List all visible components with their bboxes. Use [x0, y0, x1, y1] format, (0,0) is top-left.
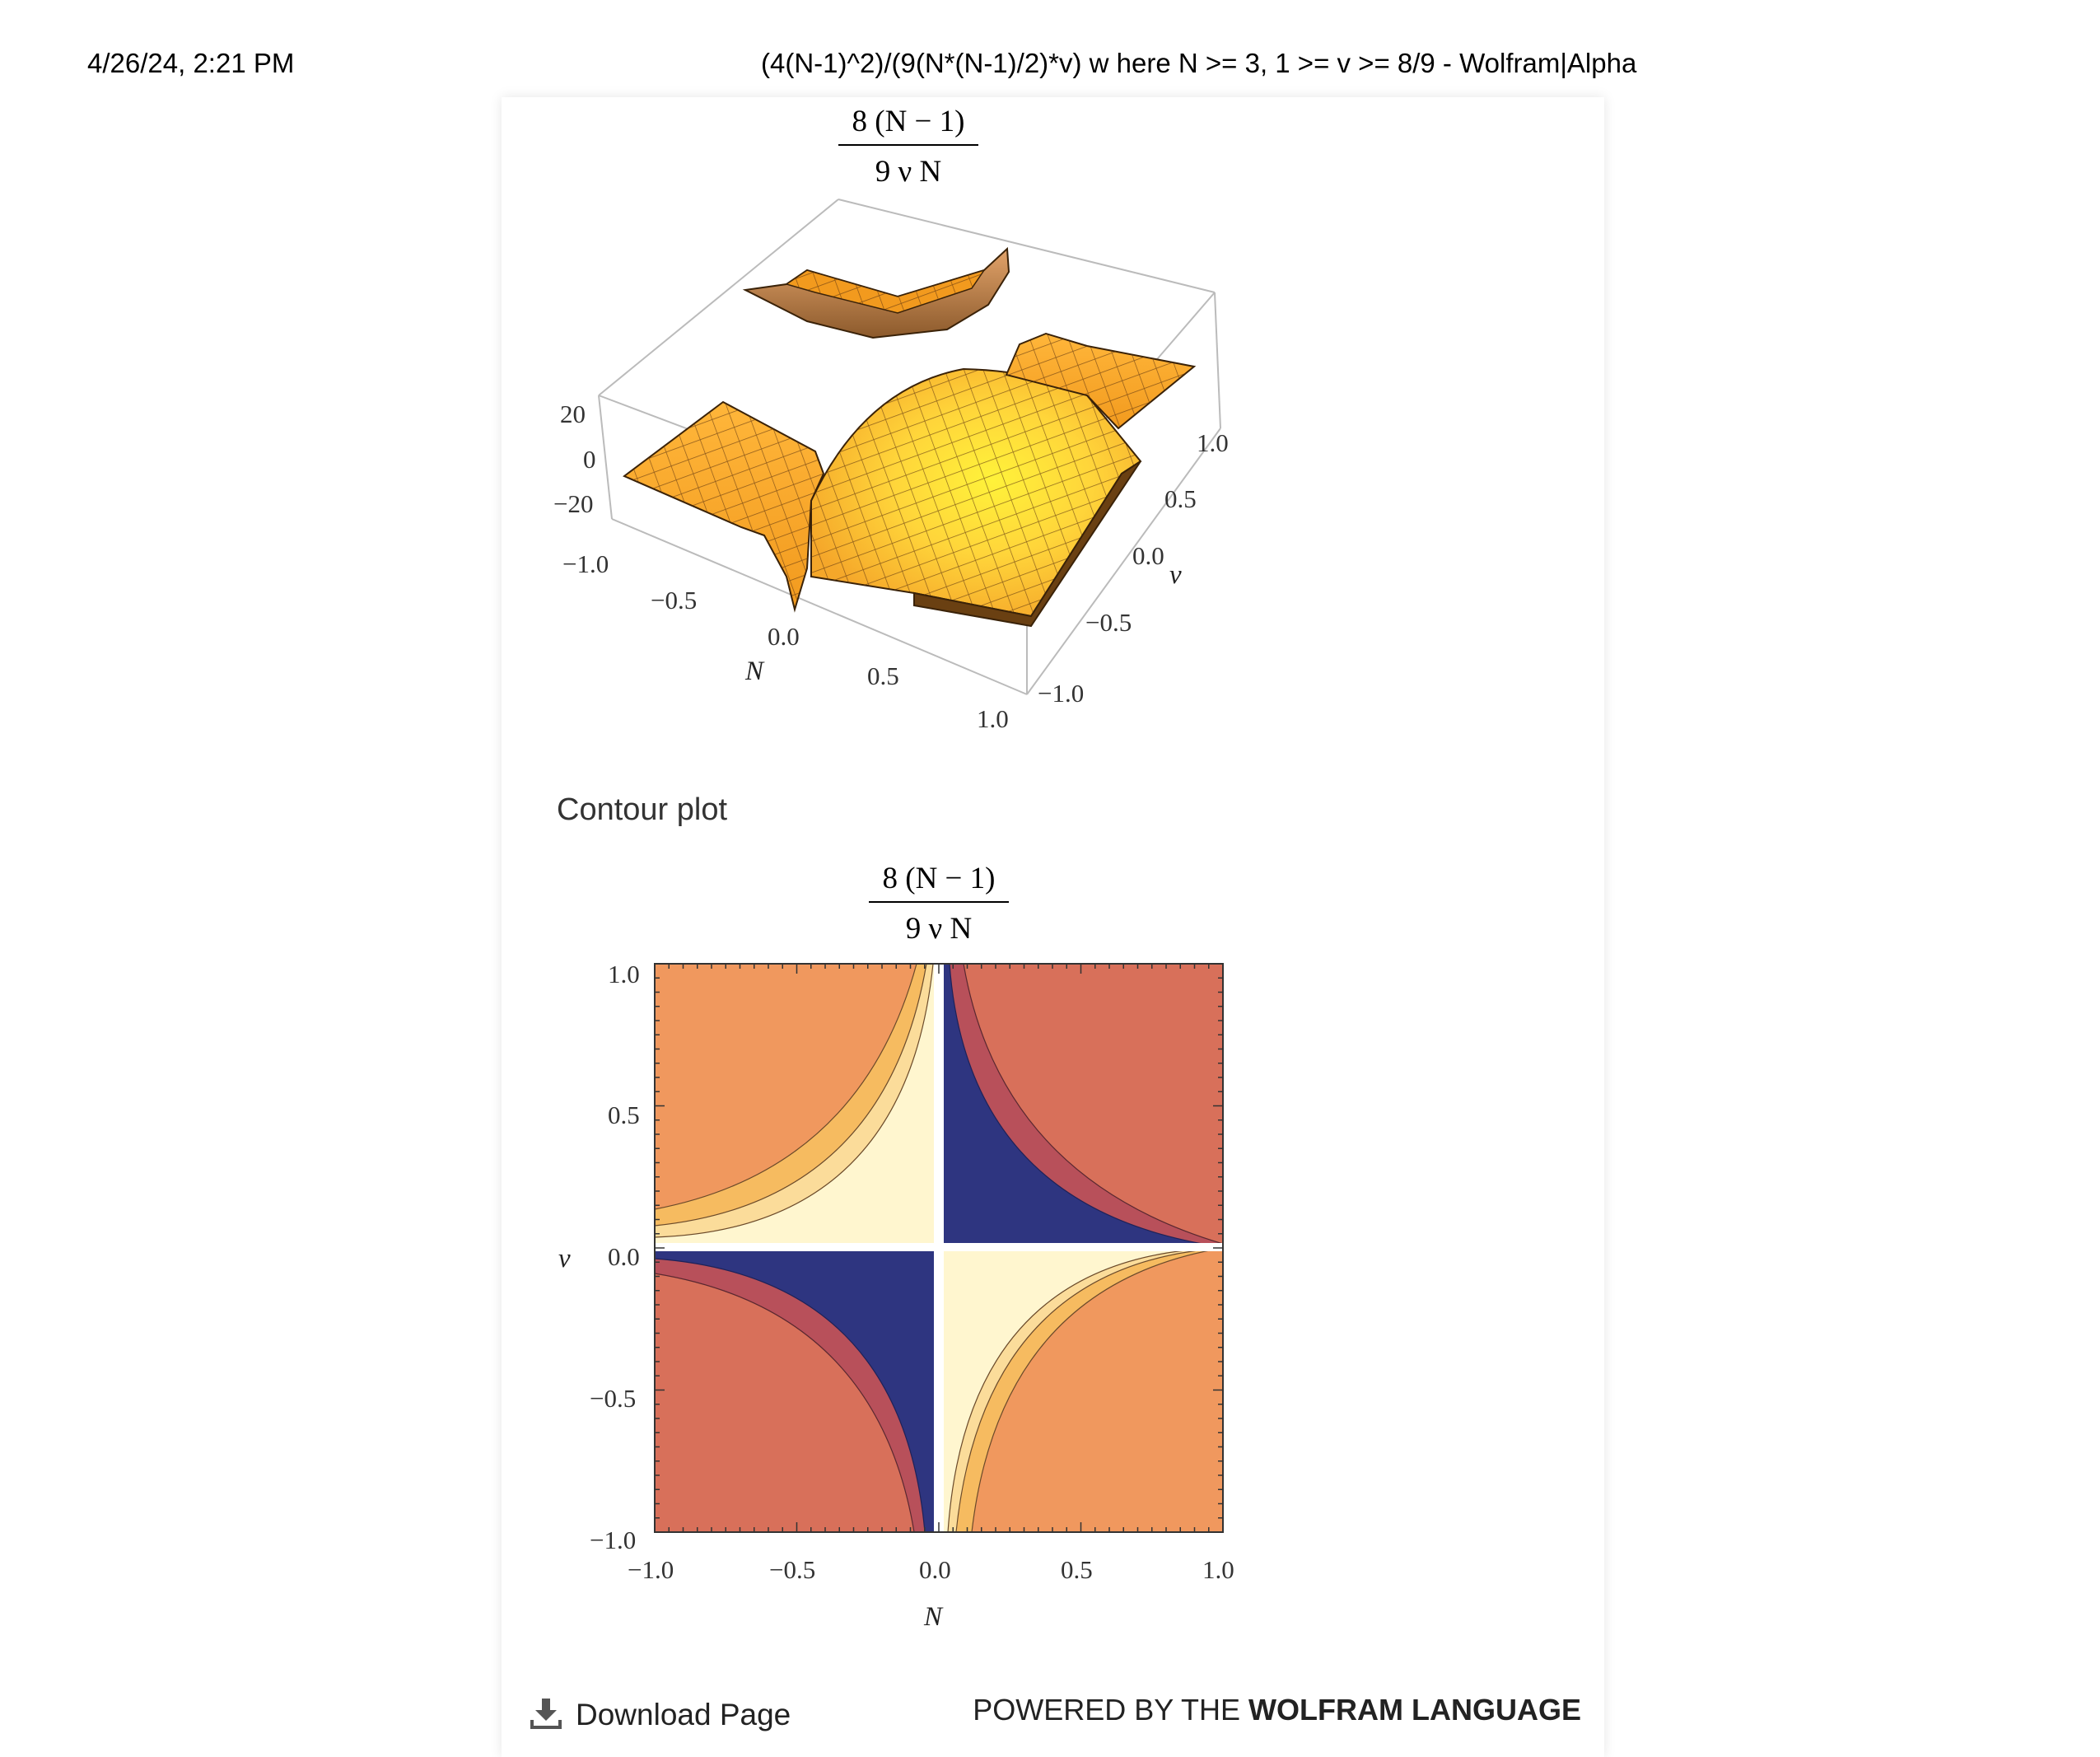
download-page-button[interactable]: Download Page [530, 1697, 791, 1734]
contour-y-tick: 1.0 [608, 960, 640, 988]
plot3d-v-tick: −1.0 [1038, 679, 1085, 708]
contour-formula-numerator: 8 (N − 1) [869, 861, 1009, 903]
plot3d-v-tick: 1.0 [1197, 428, 1229, 457]
contour-y-label: ν [558, 1244, 571, 1273]
plot3d-n-label: N [745, 657, 764, 686]
plot3d-formula-denominator: 9 ν N [875, 155, 942, 189]
contour-y-tick: 0.0 [608, 1242, 640, 1271]
contour-formula: 8 (N − 1) 9 ν N [869, 861, 1009, 946]
contour-section-title: Contour plot [557, 792, 728, 827]
contour-y-tick: 0.5 [608, 1100, 640, 1129]
contour-plot [654, 963, 1224, 1533]
plot3d-n-tick: −1.0 [562, 549, 609, 578]
plot3d-z-tick: −20 [553, 489, 594, 518]
contour-band-cream [654, 963, 940, 1249]
plot3d-n-tick: 1.0 [977, 704, 1009, 733]
contour-x-tick: 0.0 [919, 1555, 951, 1584]
powered-by-wolfram[interactable]: POWERED BY THE WOLFRAM LANGUAGE [973, 1693, 1581, 1727]
powered-prefix: POWERED BY THE [973, 1693, 1241, 1727]
contour-y-tick: −0.5 [590, 1384, 637, 1413]
contour-y-tick: −1.0 [590, 1526, 637, 1554]
plot3d-n-tick: 0.5 [867, 661, 899, 690]
contour-band-cream [938, 1247, 1224, 1533]
plot3d-formula: 8 (N − 1) 9 ν N [838, 104, 978, 189]
plot3d-n-tick: −0.5 [651, 586, 698, 614]
contour-x-tick: 1.0 [1202, 1555, 1234, 1584]
plot3d-v-label: ν [1169, 560, 1182, 590]
plot3d-formula-numerator: 8 (N − 1) [838, 104, 978, 146]
download-page-label: Download Page [576, 1698, 791, 1731]
plot3d-n-tick: 0.0 [768, 622, 800, 651]
print-date: 4/26/24, 2:21 PM [87, 48, 295, 78]
contour-x-tick: −1.0 [628, 1555, 674, 1584]
contour-tick-marks [654, 963, 1224, 1533]
print-page-title: (4(N-1)^2)/(9(N*(N-1)/2)*v) w here N >= … [761, 48, 1637, 78]
plot3d-z-tick: 20 [560, 400, 586, 428]
download-icon [530, 1697, 562, 1734]
contour-formula-denominator: 9 ν N [905, 912, 973, 946]
plot3d-z-tick: 0 [583, 445, 596, 474]
plot3d-v-tick: −0.5 [1085, 608, 1132, 637]
plot3d-v-tick: 0.5 [1164, 484, 1197, 513]
contour-x-tick: −0.5 [769, 1555, 816, 1584]
contour-x-tick: 0.5 [1061, 1555, 1093, 1584]
contour-band-navy [654, 1247, 940, 1533]
plot3d-v-tick: 0.0 [1132, 541, 1164, 570]
powered-brand: WOLFRAM LANGUAGE [1248, 1693, 1581, 1727]
contour-x-label: N [924, 1602, 943, 1632]
contour-singular-line-v [655, 1243, 1223, 1251]
